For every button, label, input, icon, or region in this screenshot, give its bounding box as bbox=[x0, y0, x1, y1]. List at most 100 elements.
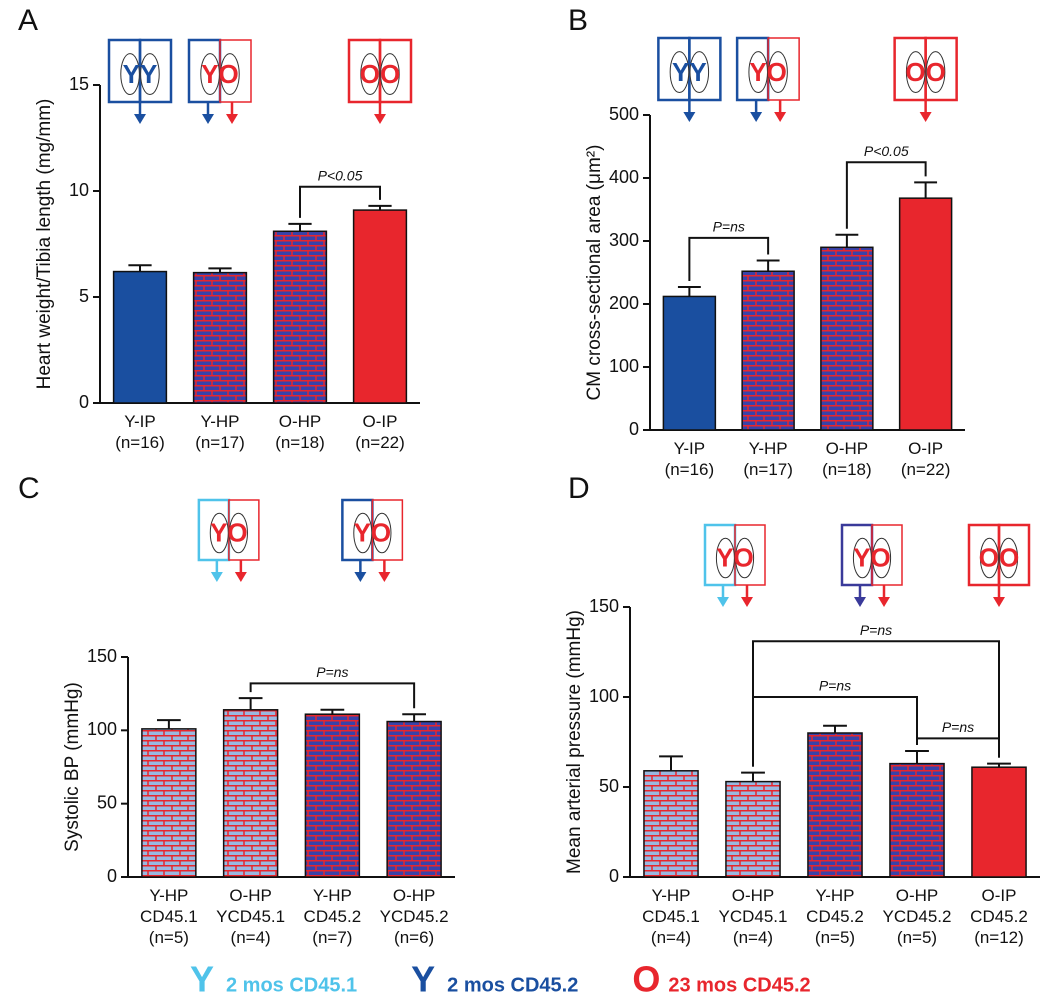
mouse-body bbox=[360, 53, 380, 96]
x-tick-label-line: O-IP bbox=[908, 439, 943, 458]
mouse-body bbox=[228, 512, 248, 554]
icon-arrow-head bbox=[750, 112, 763, 122]
icon-half bbox=[371, 499, 404, 561]
icon-half bbox=[219, 39, 252, 103]
x-tick-label-line: O-HP bbox=[826, 439, 869, 458]
x-tick-label: O-HP YCD45.2 (n=6) bbox=[380, 886, 449, 947]
x-tick-label-line: Y-IP bbox=[124, 412, 156, 431]
panel-letter: C bbox=[18, 472, 40, 505]
mouse-body bbox=[372, 512, 392, 554]
y-tick-label: 10 bbox=[69, 180, 89, 200]
icon-half bbox=[228, 499, 260, 561]
icon-letters: YO bbox=[716, 543, 754, 573]
bar bbox=[304, 713, 361, 878]
significance-bracket bbox=[752, 640, 1000, 767]
x-tick-label-line: O-IP bbox=[982, 886, 1017, 905]
x-tick-label-line: CD45.2 bbox=[970, 907, 1028, 926]
x-tick-label-line: O-HP bbox=[896, 886, 939, 905]
x-tick-label: Y-HP CD45.2 (n=7) bbox=[304, 886, 362, 947]
y-tick-label: 0 bbox=[79, 392, 89, 412]
legend-symbol: Y bbox=[190, 959, 214, 1000]
icon-arrow-head bbox=[878, 597, 890, 607]
mouse-body bbox=[220, 53, 240, 96]
mouse-icon: OO bbox=[967, 523, 1031, 607]
y-tick-label: 200 bbox=[609, 293, 639, 313]
mouse-icon: YY bbox=[107, 38, 173, 124]
x-tick-label: O-HP (n=18) bbox=[822, 439, 872, 479]
mouse-icon: OO bbox=[347, 38, 413, 124]
mouse-body bbox=[715, 537, 735, 579]
x-tick-label: O-IP CD45.2 (n=12) bbox=[970, 886, 1028, 947]
icon-arrow-head bbox=[134, 114, 146, 124]
mouse-icon: YO bbox=[197, 498, 260, 582]
x-tick-label-line: (n=17) bbox=[195, 433, 245, 452]
x-tick-label: O-IP (n=22) bbox=[901, 439, 951, 479]
x-tick-label: Y-IP (n=16) bbox=[115, 412, 165, 452]
x-tick-label-line: O-HP bbox=[279, 412, 322, 431]
x-tick-label: Y-IP (n=16) bbox=[665, 439, 715, 479]
bar bbox=[971, 766, 1027, 878]
mouse-icon: OO bbox=[893, 36, 958, 122]
x-tick-label-line: (n=16) bbox=[665, 460, 715, 479]
y-tick-label: 500 bbox=[609, 104, 639, 124]
bar bbox=[725, 780, 781, 878]
y-tick-label: 5 bbox=[79, 286, 89, 306]
icon-arrow-head bbox=[717, 597, 729, 607]
x-tick-label-line: (n=6) bbox=[394, 928, 434, 947]
y-tick-label: 50 bbox=[599, 776, 619, 796]
icon-arrow-head bbox=[202, 114, 214, 124]
y-axis-label: Heart weight/Tibia length (mg/mm) bbox=[34, 99, 55, 390]
mouse-icon: YO bbox=[840, 523, 903, 607]
mouse-icon: YO bbox=[735, 36, 800, 122]
mouse-body bbox=[748, 51, 769, 94]
icon-half bbox=[767, 37, 800, 101]
mouse-body bbox=[735, 537, 755, 579]
mouse-body bbox=[669, 51, 690, 94]
icon-arrow-head bbox=[854, 597, 866, 607]
x-tick-label-line: Y-HP bbox=[313, 886, 352, 905]
icon-arrow-head bbox=[683, 112, 696, 122]
mouse-icon: YO bbox=[187, 38, 252, 124]
mouse-icon: YY bbox=[657, 36, 722, 122]
x-tick-label-line: YCD45.2 bbox=[883, 907, 952, 926]
icon-arrow-head bbox=[919, 112, 932, 122]
mouse-icon: YO bbox=[341, 498, 404, 582]
y-tick-label: 100 bbox=[609, 356, 639, 376]
x-tick-label-line: Y-HP bbox=[651, 886, 690, 905]
x-tick-label-line: O-HP bbox=[732, 886, 775, 905]
y-tick-label: 0 bbox=[609, 866, 619, 886]
y-axis-label: CM cross-sectional area (μm²) bbox=[584, 145, 605, 401]
x-tick-label-line: Y-HP bbox=[200, 412, 239, 431]
icon-arrow-head bbox=[993, 597, 1005, 607]
legend-text: 2 mos CD45.2 bbox=[447, 974, 578, 996]
x-tick-label: Y-HP CD45.1 (n=5) bbox=[140, 886, 198, 947]
legend-text: 2 mos CD45.1 bbox=[226, 974, 357, 996]
x-tick-label-line: (n=17) bbox=[743, 460, 793, 479]
icon-arrow-head bbox=[226, 114, 238, 124]
x-tick-label-line: YCD45.1 bbox=[216, 907, 285, 926]
significance-bracket bbox=[916, 737, 1000, 758]
icon-letters: YO bbox=[853, 543, 891, 573]
x-tick-label-line: (n=4) bbox=[651, 928, 691, 947]
x-tick-label-line: (n=7) bbox=[312, 928, 352, 947]
x-tick-label-line: Y-HP bbox=[149, 886, 188, 905]
x-tick-label-line: (n=22) bbox=[355, 433, 405, 452]
icon-half bbox=[734, 524, 766, 586]
icon-letters: OO bbox=[360, 59, 400, 89]
x-tick-label-line: CD45.2 bbox=[806, 907, 864, 926]
bar bbox=[807, 732, 863, 878]
significance-label: P=ns bbox=[819, 678, 851, 694]
x-tick-label-line: (n=5) bbox=[815, 928, 855, 947]
icon-half bbox=[871, 524, 903, 586]
icon-letters: YO bbox=[201, 59, 239, 89]
icon-arrow-head bbox=[378, 572, 391, 582]
significance-label: P=ns bbox=[942, 719, 974, 735]
icon-arrow-head bbox=[774, 112, 787, 122]
x-tick-label-line: Y-IP bbox=[674, 439, 706, 458]
bar bbox=[386, 720, 442, 878]
mouse-body bbox=[872, 537, 892, 579]
icon-half bbox=[924, 36, 958, 102]
bar bbox=[889, 762, 945, 878]
mouse-body bbox=[689, 51, 710, 94]
x-tick-label-line: (n=16) bbox=[115, 433, 165, 452]
